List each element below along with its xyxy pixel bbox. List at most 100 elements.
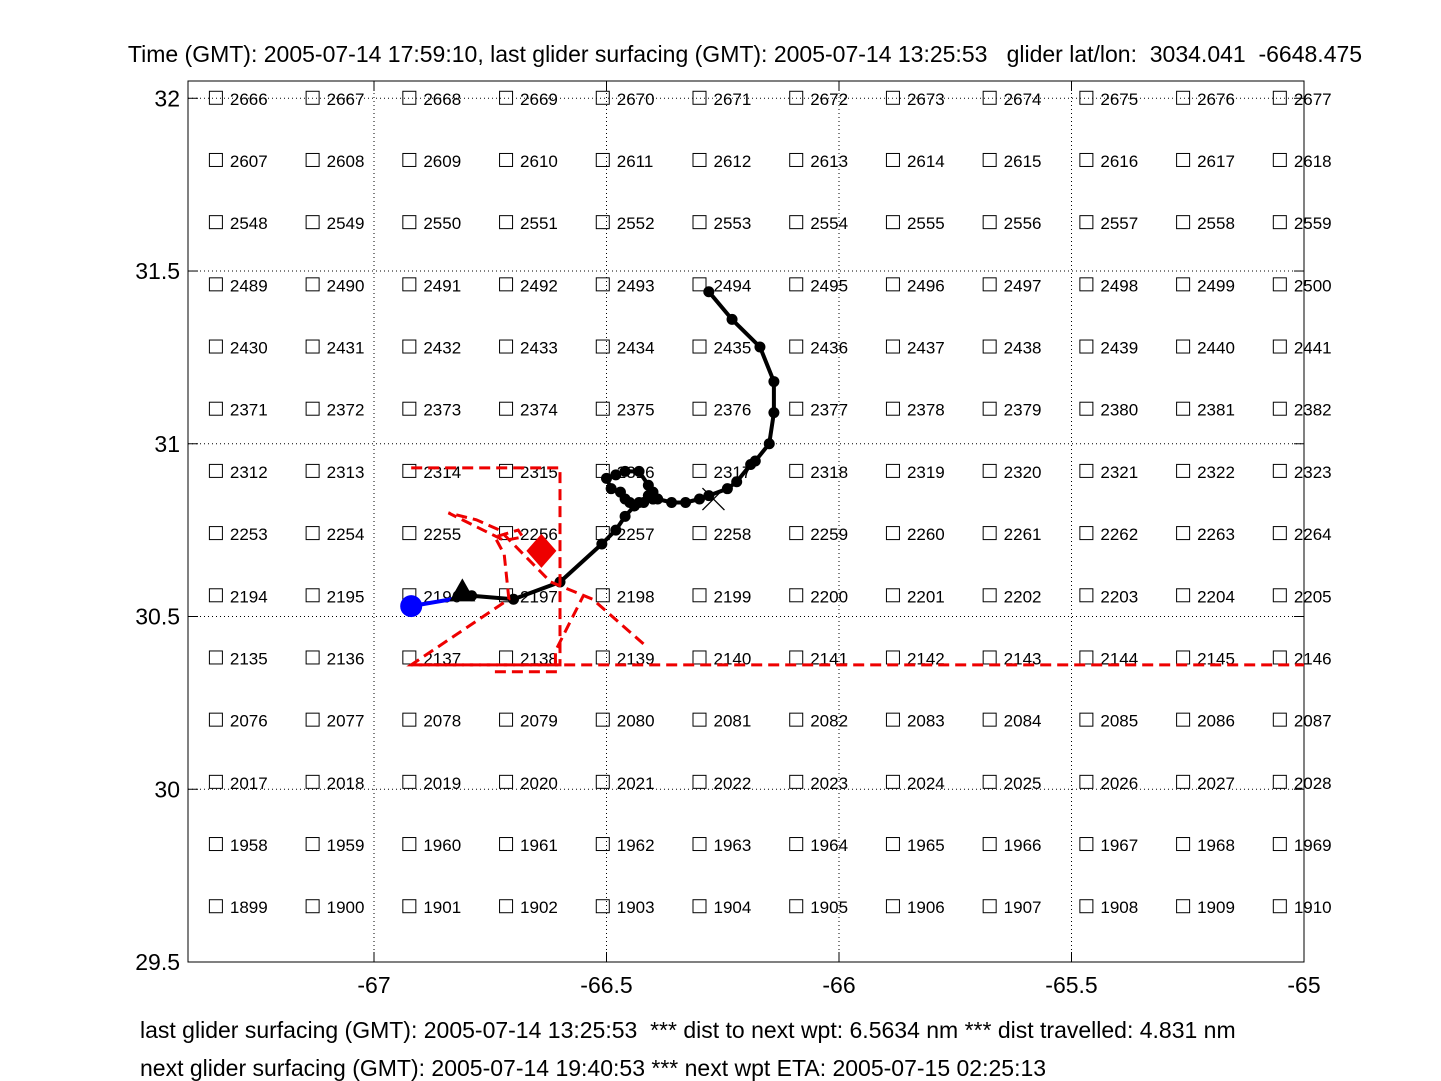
grid-cell-id: 2382 (1294, 401, 1332, 420)
grid-cell-square (1079, 712, 1094, 727)
grid-cell-square (1272, 152, 1287, 167)
grid-cell-square (789, 90, 804, 105)
grid-cell-id: 2614 (907, 152, 945, 171)
grid-cell-square (208, 899, 223, 914)
y-tick-label: 30 (154, 776, 180, 802)
grid-cell-square (208, 526, 223, 541)
grid-cell-square (402, 339, 417, 354)
footer-line-1: last glider surfacing (GMT): 2005-07-14 … (140, 1017, 1236, 1043)
grid-cell-square (305, 837, 320, 852)
grid-cell-id: 2017 (230, 774, 268, 793)
grid-cell-square (982, 837, 997, 852)
grid-cell-id: 2431 (327, 339, 365, 358)
glider-track-point (628, 500, 640, 512)
grid-cell-id: 2489 (230, 276, 268, 295)
grid-cell-id: 2082 (810, 712, 848, 731)
grid-cell-id: 2671 (714, 90, 752, 109)
grid-cell-id: 2551 (520, 214, 558, 233)
grid-cell-id: 2313 (327, 463, 365, 482)
grid-cell-id: 1959 (327, 836, 365, 855)
grid-cell-square (595, 215, 610, 230)
glider-track-point (619, 465, 631, 477)
grid-cell-id: 1962 (617, 836, 655, 855)
grid-cell-id: 2669 (520, 90, 558, 109)
grid-cell-square (305, 215, 320, 230)
grid-cell-id: 2019 (423, 774, 461, 793)
grid-cell-square (982, 339, 997, 354)
grid-cell-id: 2257 (617, 525, 655, 544)
grid-cell-square (208, 90, 223, 105)
grid-cell-id: 2432 (423, 339, 461, 358)
grid-cell-square (1272, 837, 1287, 852)
x-tick-label: -65.5 (1045, 972, 1097, 998)
grid-cell-square (1272, 277, 1287, 292)
grid-cell-square (789, 526, 804, 541)
grid-cell-square (1079, 526, 1094, 541)
grid-cell-id: 2379 (1004, 401, 1042, 420)
grid-cell-id: 2608 (327, 152, 365, 171)
grid-cell-id: 2264 (1294, 525, 1332, 544)
grid-cell-square (499, 277, 514, 292)
grid-cell-id: 2023 (810, 774, 848, 793)
last-surfacing-marker (449, 578, 476, 602)
grid-cell-square (1176, 90, 1191, 105)
grid-cell-id: 1900 (327, 898, 365, 917)
grid-cell-id: 2496 (907, 276, 945, 295)
grid-cell-square (208, 463, 223, 478)
grid-cell-id: 2436 (810, 339, 848, 358)
grid-cell-square (305, 774, 320, 789)
grid-cell-square (305, 526, 320, 541)
grid-cell-square (789, 152, 804, 167)
grid-cell-id: 2494 (714, 276, 752, 295)
grid-cell-id: 2263 (1197, 525, 1235, 544)
glider-track-point (768, 376, 780, 388)
grid-cell-id: 2027 (1197, 774, 1235, 793)
grid-cell-id: 2199 (714, 587, 752, 606)
grid-cell-id: 1901 (423, 898, 461, 917)
grid-cell-square (1079, 774, 1094, 789)
grid-cell-square (402, 650, 417, 665)
grid-cell-id: 2253 (230, 525, 268, 544)
planned-route-line (494, 595, 585, 674)
grid-cell-square (1079, 899, 1094, 914)
grid-cell-id: 2558 (1197, 214, 1235, 233)
grid-cell-id: 1960 (423, 836, 461, 855)
grid-cell-square (885, 401, 900, 416)
grid-cell-id: 2201 (907, 587, 945, 606)
grid-cell-square (305, 712, 320, 727)
grid-cell-square (692, 899, 707, 914)
grid-cell-id: 2204 (1197, 587, 1235, 606)
grid-cell-square (982, 401, 997, 416)
grid-cell-square (789, 899, 804, 914)
grid-cell-id: 2136 (327, 649, 365, 668)
grid-cell-square (692, 588, 707, 603)
grid-cell-square (1079, 463, 1094, 478)
grid-cell-square (499, 526, 514, 541)
grid-cell-square (692, 401, 707, 416)
grid-cell-square (982, 712, 997, 727)
grid-cell-id: 2673 (907, 90, 945, 109)
cross-marker (701, 487, 725, 511)
grid-cell-square (1272, 774, 1287, 789)
grid-cell-id: 2607 (230, 152, 268, 171)
grid-cell-square (1176, 401, 1191, 416)
grid-cell-id: 2025 (1004, 774, 1042, 793)
grid-cell-square (1079, 90, 1094, 105)
grid-cell-square (1272, 899, 1287, 914)
gridlines (188, 81, 1305, 963)
grid-cell-square (885, 899, 900, 914)
grid-cell-id: 1909 (1197, 898, 1235, 917)
grid-cell-id: 2142 (907, 649, 945, 668)
grid-cell-square (595, 837, 610, 852)
glider-track-point (638, 496, 650, 508)
grid-cell-id: 2613 (810, 152, 848, 171)
y-tick-label: 32 (154, 85, 180, 111)
grid-cell-id: 2439 (1100, 339, 1138, 358)
grid-cell-square (305, 650, 320, 665)
next-waypoint-marker (526, 533, 557, 568)
grid-cell-id: 2018 (327, 774, 365, 793)
grid-cell-id: 2076 (230, 712, 268, 731)
grid-cell-id: 2202 (1004, 587, 1042, 606)
grid-cell-id: 1902 (520, 898, 558, 917)
grid-cell-id: 2559 (1294, 214, 1332, 233)
